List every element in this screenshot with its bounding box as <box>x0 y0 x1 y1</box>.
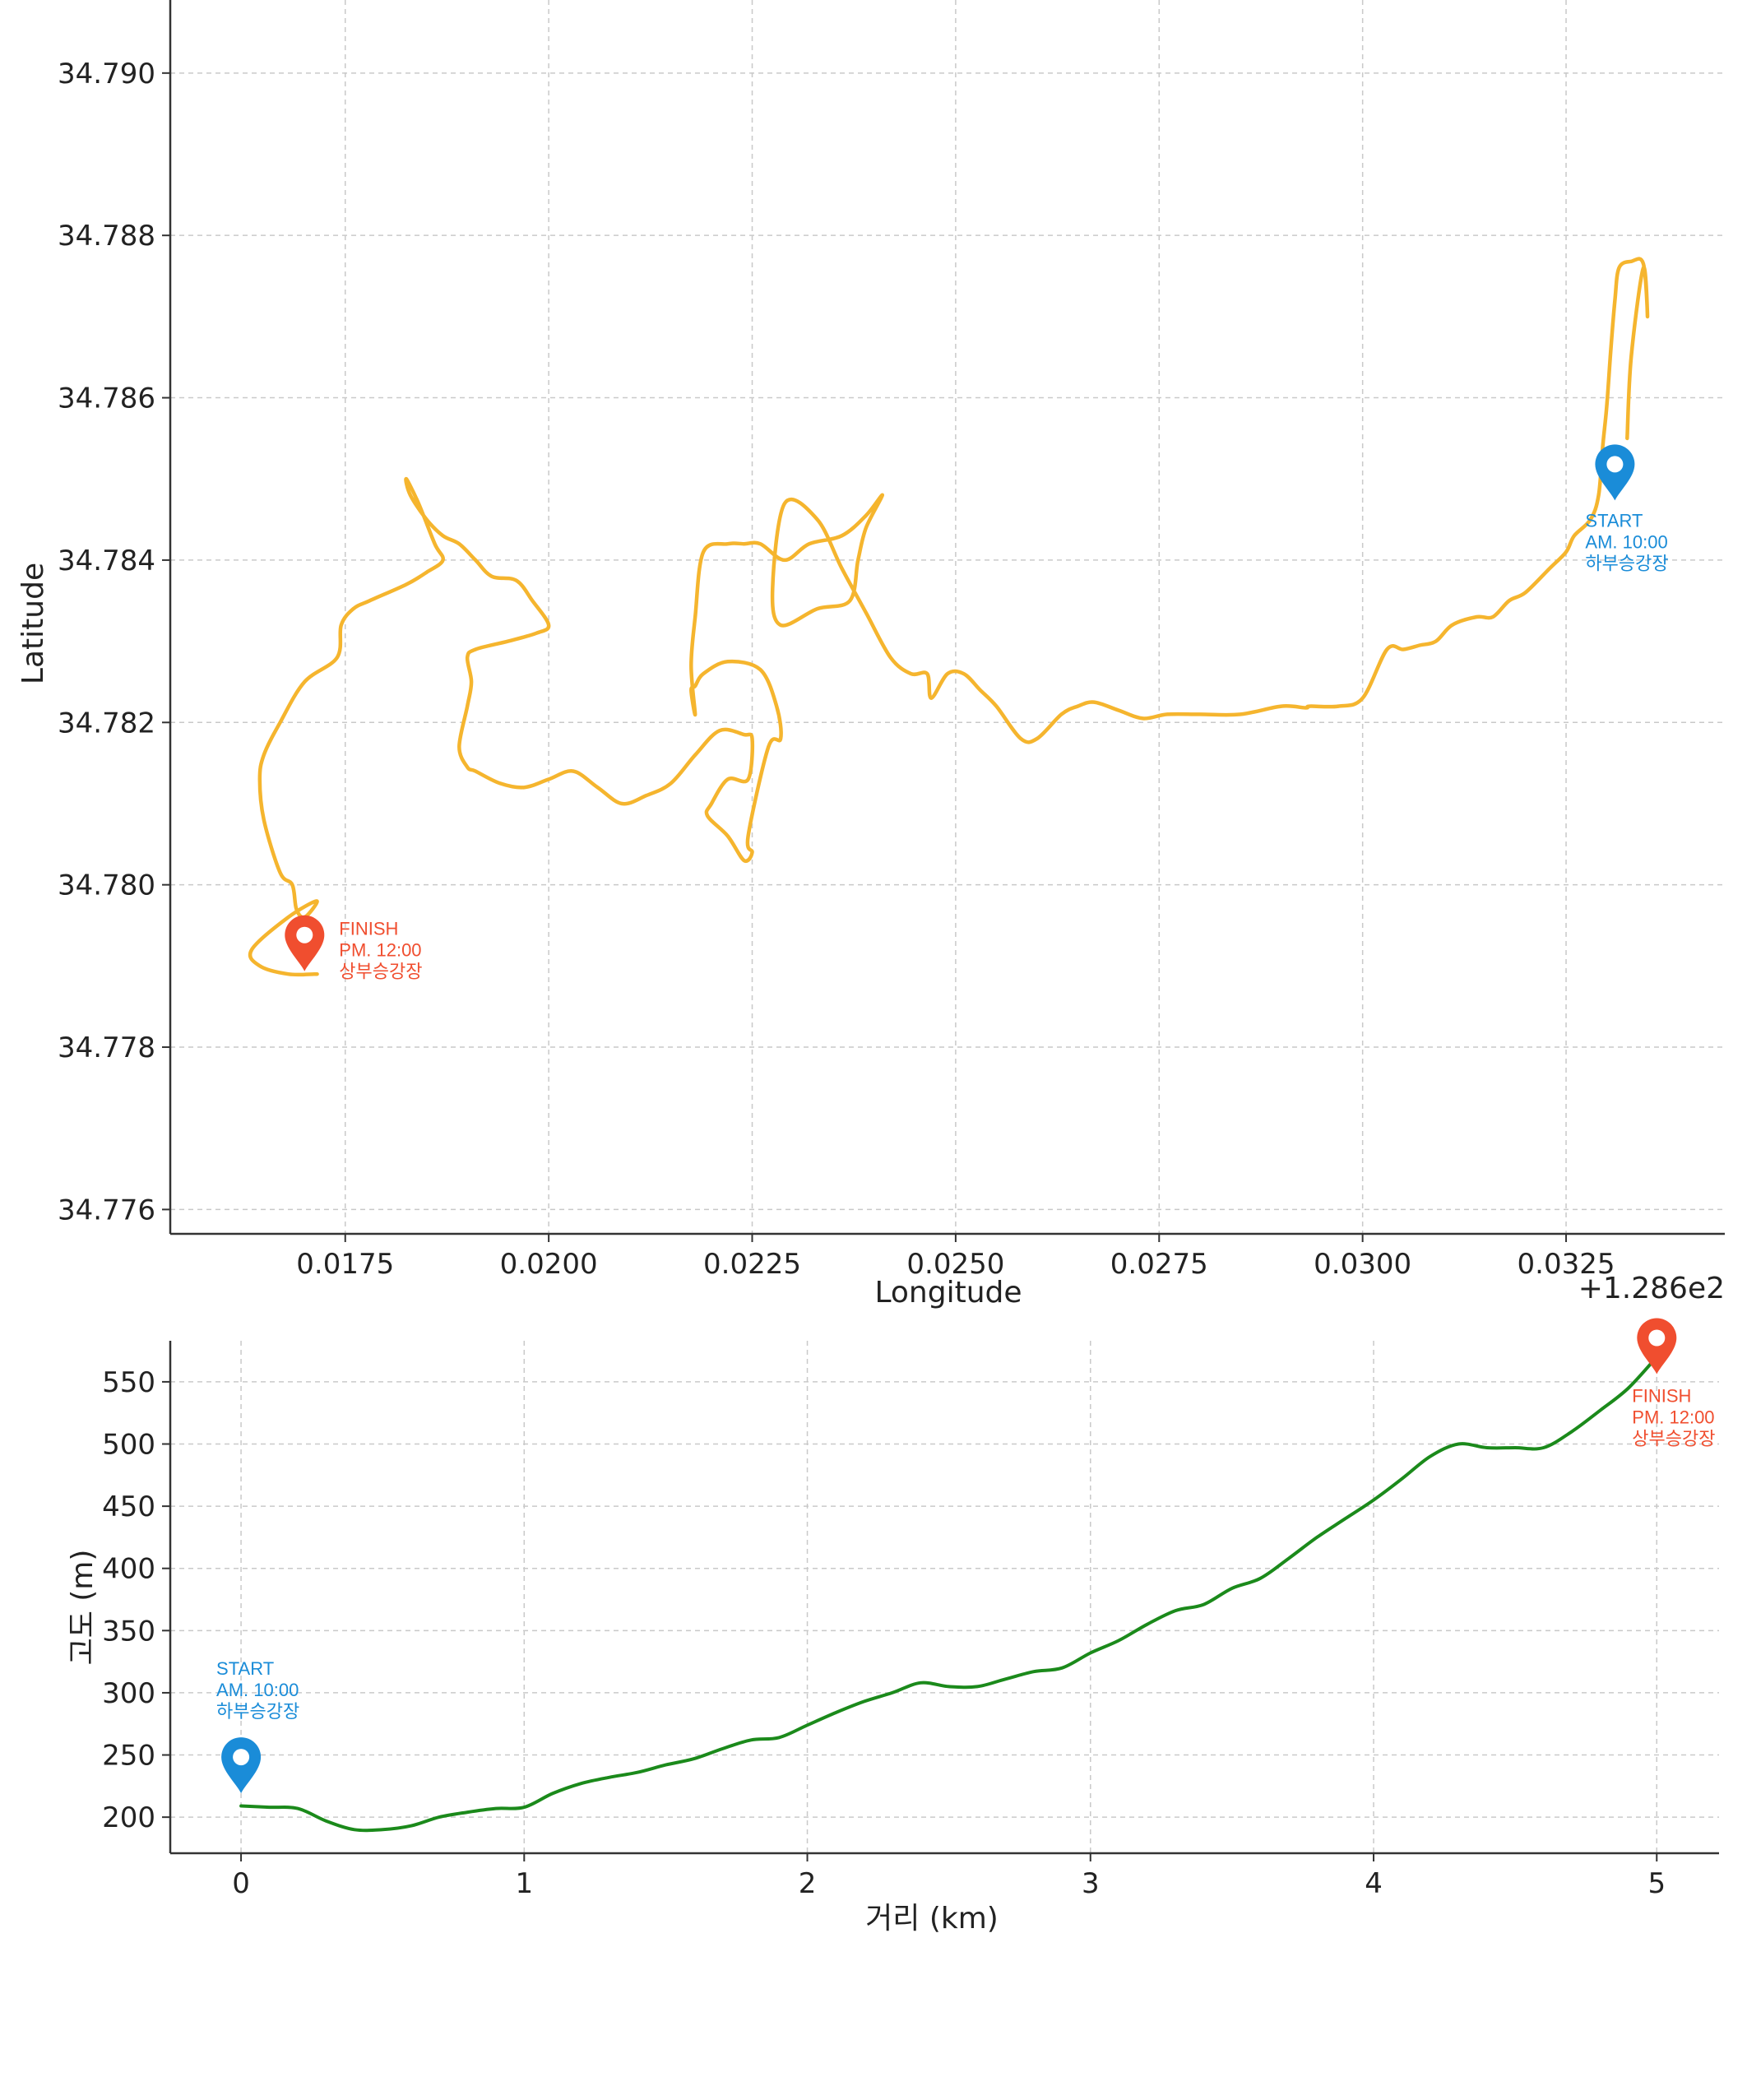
elevation-axes <box>162 1341 1719 1861</box>
start-label-line: START <box>216 1658 274 1679</box>
start-marker <box>221 1737 262 1794</box>
y-tick-label: 250 <box>102 1740 155 1773</box>
finish-marker <box>1637 1318 1677 1375</box>
x-tick-label: 0.0200 <box>500 1248 598 1281</box>
start-label-line: AM. 10:00 <box>1585 531 1667 552</box>
pin-hole <box>1606 456 1624 473</box>
x-tick-label: 0.0250 <box>906 1248 1004 1281</box>
x-tick-label: 0.0325 <box>1518 1248 1615 1281</box>
finish-label-line: PM. 12:00 <box>339 940 421 961</box>
x-tick-label: 0.0300 <box>1314 1248 1411 1281</box>
start-label-line: 하부승강장 <box>1585 553 1668 573</box>
map-gridlines <box>170 0 1725 1234</box>
elevation-gridlines <box>170 1341 1719 1853</box>
finish-label-line: FINISH <box>339 919 398 939</box>
x-tick-label: 0 <box>232 1867 250 1900</box>
x-tick-label: 1 <box>515 1867 533 1900</box>
pin-hole <box>296 926 313 943</box>
map-axes <box>162 0 1725 1242</box>
map-y-axis-label: Latitude <box>16 563 50 684</box>
route-series <box>248 257 1650 977</box>
elevation-profile-chart: 0 1 2 3 4 5 200 250 300 350 400 450 500 550 STARTAM. … <box>66 1318 1719 1935</box>
y-tick-label: 450 <box>102 1490 155 1523</box>
pin-hole <box>233 1749 250 1766</box>
route-map-chart: 0.0175 0.0200 0.0225 0.0250 0.0275 0.0300 0.03… <box>16 0 1725 1310</box>
x-tick-label: 0.0175 <box>296 1248 394 1281</box>
start-label-line: START <box>1585 510 1643 531</box>
y-tick-label: 400 <box>102 1553 155 1586</box>
pin-hole <box>1648 1329 1666 1347</box>
map-tick-labels: 0.0175 0.0200 0.0225 0.0250 0.0275 0.0300 0.03… <box>58 58 1615 1281</box>
elevation-x-axis-label: 거리 (km) <box>865 1902 999 1935</box>
finish-label-line: 상부승강장 <box>1632 1429 1715 1449</box>
series-line <box>248 257 1650 977</box>
y-tick-label: 34.778 <box>58 1031 155 1064</box>
x-tick-label: 4 <box>1365 1867 1383 1900</box>
elevation-series <box>239 1355 1659 1833</box>
y-tick-label: 550 <box>102 1366 155 1399</box>
x-tick-label: 5 <box>1647 1867 1666 1900</box>
x-tick-label: 3 <box>1082 1867 1100 1900</box>
y-tick-label: 34.788 <box>58 220 155 253</box>
elevation-y-axis-label: 고도 (m) <box>66 1550 100 1666</box>
x-tick-label: 2 <box>799 1867 817 1900</box>
series-line <box>239 1355 1659 1833</box>
y-tick-label: 34.780 <box>58 869 155 902</box>
start-label-line: 하부승강장 <box>216 1701 299 1722</box>
x-tick-label: 0.0225 <box>703 1248 801 1281</box>
y-tick-label: 34.776 <box>58 1194 155 1226</box>
map-x-offset-label: +1.286e2 <box>1578 1272 1725 1305</box>
y-tick-label: 300 <box>102 1677 155 1710</box>
finish-label-line: FINISH <box>1632 1386 1691 1407</box>
y-tick-label: 350 <box>102 1615 155 1648</box>
finish-label-line: PM. 12:00 <box>1632 1407 1714 1428</box>
start-label-line: AM. 10:00 <box>216 1680 299 1700</box>
finish-marker <box>285 915 325 971</box>
x-tick-label: 0.0275 <box>1110 1248 1208 1281</box>
finish-label-line: 상부승강장 <box>339 962 422 982</box>
y-tick-label: 200 <box>102 1801 155 1834</box>
y-tick-label: 34.784 <box>58 545 155 577</box>
y-tick-label: 34.782 <box>58 707 155 739</box>
elevation-tick-labels: 0 1 2 3 4 5 200 250 300 350 400 450 500 550 <box>102 1366 1666 1900</box>
map-x-axis-label: Longitude <box>874 1276 1022 1310</box>
y-tick-label: 500 <box>102 1429 155 1462</box>
y-tick-label: 34.790 <box>58 58 155 90</box>
y-tick-label: 34.786 <box>58 382 155 415</box>
start-marker <box>1595 444 1635 501</box>
